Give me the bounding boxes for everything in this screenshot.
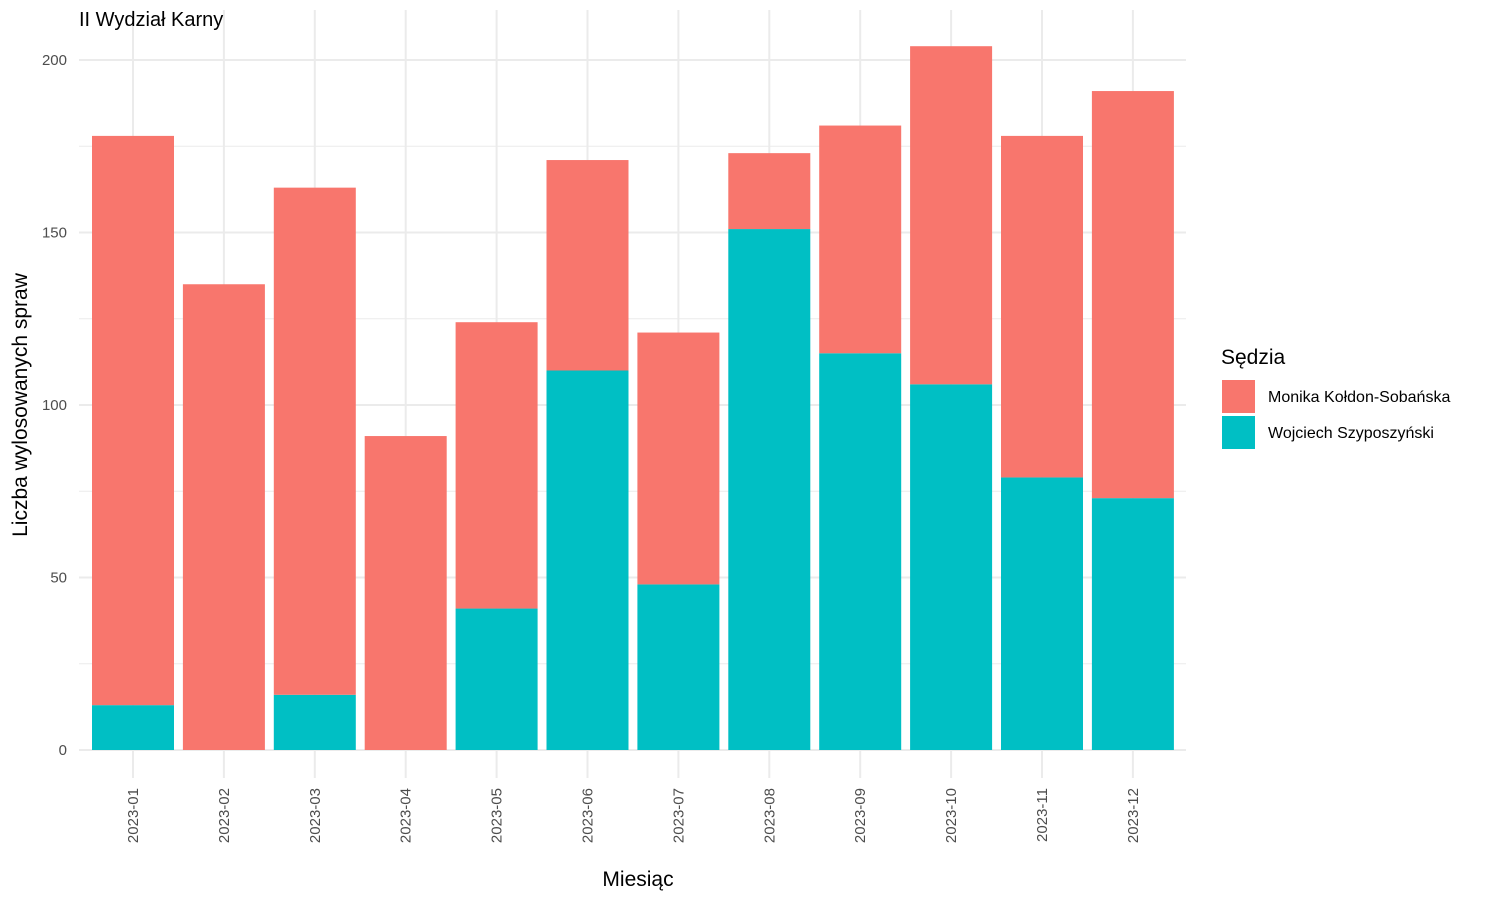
bar-2023-12-series-1: [1091, 91, 1174, 499]
bar-2023-10-series-0: [910, 384, 993, 750]
legend-swatch: [1222, 416, 1255, 449]
bar-2023-03-series-1: [273, 187, 356, 695]
bar-2023-10-series-1: [910, 46, 993, 385]
x-tick-label: 2023-12: [1125, 788, 1142, 843]
y-tick-label: 0: [59, 742, 67, 759]
x-tick-label: 2023-11: [1034, 788, 1051, 842]
legend-label: Wojciech Szyposzyński: [1268, 425, 1434, 442]
y-axis-title: Liczba wylosowanych spraw: [9, 272, 32, 537]
x-tick-label: 2023-10: [943, 788, 960, 843]
x-tick-label: 2023-07: [670, 788, 687, 843]
bar-2023-05-series-0: [455, 608, 538, 750]
bar-2023-09-series-1: [819, 125, 902, 354]
bar-2023-08-series-1: [728, 153, 811, 230]
bar-2023-12-series-0: [1091, 498, 1174, 750]
bar-2023-09-series-0: [819, 353, 902, 750]
bar-2023-08-series-0: [728, 229, 811, 751]
bar-2023-07-series-1: [637, 332, 720, 585]
x-tick-label: 2023-01: [125, 788, 142, 843]
y-tick-label: 150: [42, 225, 67, 242]
bar-2023-06-series-0: [546, 370, 629, 750]
x-tick-label: 2023-04: [398, 788, 415, 843]
bar-2023-11-series-1: [1001, 135, 1083, 478]
chart-title: II Wydział Karny: [79, 9, 223, 31]
y-tick-label: 200: [42, 52, 67, 69]
x-tick-label: 2023-02: [216, 788, 233, 843]
x-axis-ticks: 2023-01 2023-02 2023-03 2023-04 2023-05 2023-…: [125, 788, 1142, 843]
y-axis-ticks: 0 50 100 150 200: [42, 52, 67, 759]
x-axis-title: Miesiąc: [602, 868, 673, 891]
bar-2023-11-series-0: [1001, 477, 1083, 750]
legend-swatch: [1222, 380, 1255, 413]
y-tick-label: 100: [42, 397, 67, 414]
bars: [92, 46, 1174, 751]
x-tick-label: 2023-03: [307, 788, 324, 843]
legend-label: Monika Kołdon-Sobańska: [1268, 389, 1450, 406]
bar-2023-06-series-1: [546, 160, 629, 371]
x-tick-label: 2023-08: [761, 788, 778, 843]
y-tick-label: 50: [50, 570, 67, 587]
bar-2023-05-series-1: [455, 322, 538, 609]
legend: Sędzia Monika Kołdon-Sobańska Wojciech Sz…: [1221, 346, 1450, 449]
bar-2023-07-series-0: [637, 584, 720, 750]
bar-2023-03-series-0: [273, 694, 356, 750]
bar-2023-01-series-1: [92, 135, 174, 706]
bar-2023-04-series-1: [364, 436, 447, 750]
bar-2023-02-series-1: [182, 284, 265, 750]
x-tick-label: 2023-05: [489, 788, 506, 843]
x-tick-label: 2023-09: [852, 788, 869, 843]
x-tick-label: 2023-06: [580, 788, 597, 843]
legend-title: Sędzia: [1221, 346, 1286, 369]
bar-2023-01-series-0: [92, 705, 174, 750]
